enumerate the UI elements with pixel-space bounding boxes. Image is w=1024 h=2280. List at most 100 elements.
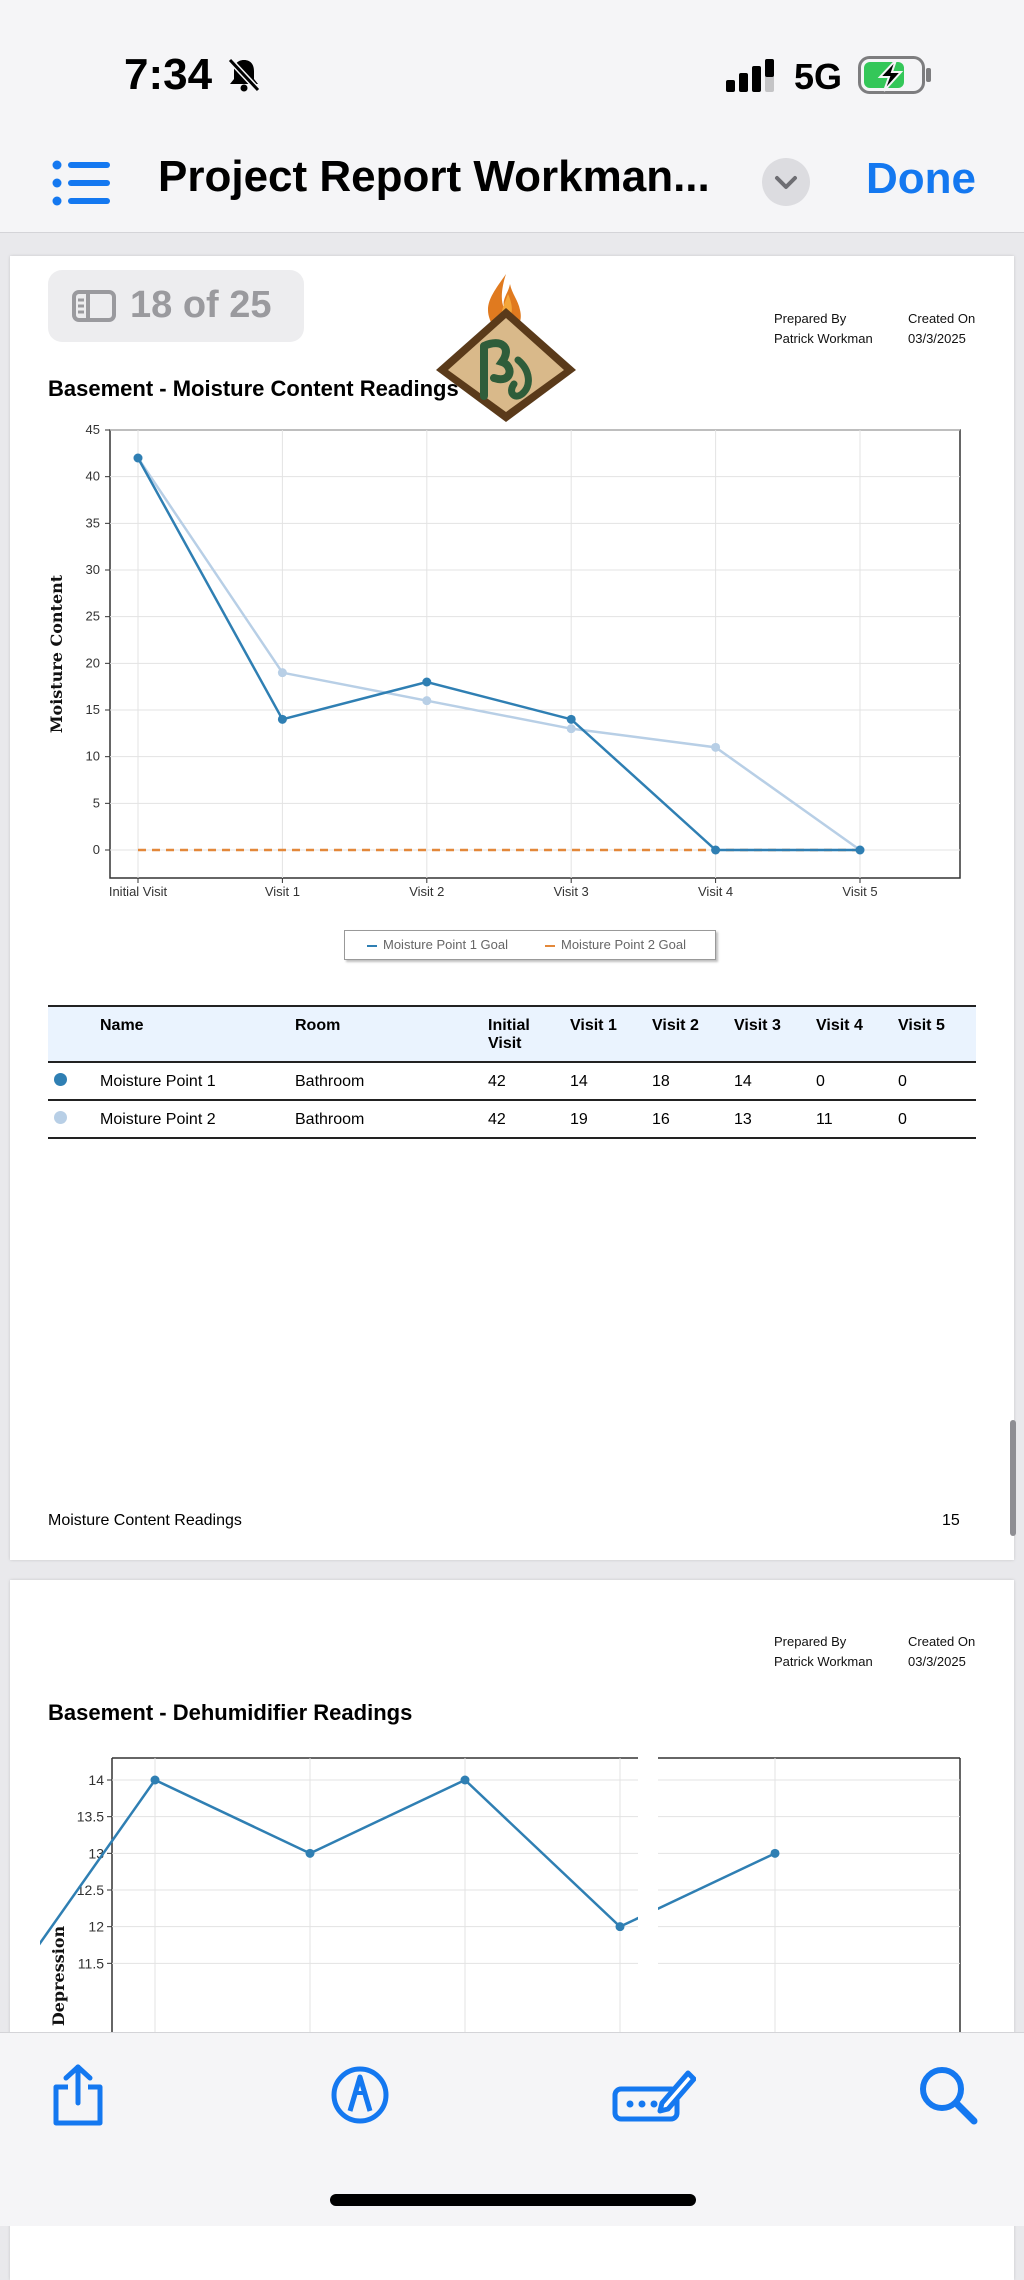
table-header: Visit 5 [892, 1005, 976, 1063]
legend-item: Moisture Point 1 Goal [367, 937, 508, 952]
data-point [855, 845, 865, 855]
table-cell: Moisture Point 1 [94, 1062, 289, 1101]
table-cell: 42 [482, 1100, 564, 1139]
table-cell: 19 [564, 1100, 646, 1139]
prepared-by-value: Patrick Workman [774, 331, 873, 346]
render-gap [638, 1740, 658, 2040]
series-line [136, 457, 861, 852]
data-point [566, 714, 576, 724]
page-indicator-text: 18 of 25 [130, 284, 272, 326]
search-icon[interactable] [916, 2063, 980, 2127]
table-cell: 0 [810, 1062, 892, 1101]
chevron-down-icon [775, 176, 797, 189]
data-point [422, 696, 432, 706]
data-point [615, 1922, 625, 1932]
done-button[interactable]: Done [866, 154, 976, 203]
y-tick-label: 35 [86, 515, 100, 530]
readings-table: Name Room Initial Visit Visit 1 Visit 2 … [48, 1005, 976, 1139]
markup-icon[interactable] [328, 2063, 392, 2127]
created-on-label: Created On [908, 311, 976, 326]
created-on-value: 03/3/2025 [908, 331, 966, 346]
table-cell: Bathroom [289, 1100, 482, 1139]
y-axis-label: Depression [49, 1926, 68, 2027]
battery-charging-icon [858, 56, 931, 94]
table-header-dot [48, 1005, 94, 1063]
legend-swatch-series1 [367, 944, 377, 947]
table-cell: 14 [728, 1062, 810, 1101]
series-dot [54, 1111, 67, 1124]
legend-swatch-goal [545, 944, 555, 947]
data-point [711, 742, 721, 752]
network-type: 5G [794, 56, 843, 97]
y-tick-label: 0 [93, 842, 100, 857]
status-bar: 7:34 5G [0, 0, 1024, 140]
table-row: Moisture Point 1 Bathroom 42 14 18 14 0 … [48, 1062, 976, 1101]
series-line [136, 457, 860, 852]
data-point [770, 1848, 780, 1858]
data-point [305, 1848, 315, 1858]
cellular-signal-icon [726, 59, 774, 92]
data-point [150, 1775, 160, 1785]
legend-label: Moisture Point 1 Goal [383, 937, 509, 952]
data-point [422, 677, 432, 687]
page-number: 15 [942, 1512, 960, 1529]
legend-label: Moisture Point 2 Goal [561, 937, 687, 952]
prepared-by-label: Prepared By [774, 311, 847, 326]
table-header: Name [94, 1005, 289, 1063]
table-cell: 13 [728, 1100, 810, 1139]
y-tick-label: 11.5 [78, 1955, 104, 1971]
y-tick-label: 12 [88, 1919, 104, 1935]
data-point [460, 1775, 470, 1785]
navigation-bar: Project Report Workman... Done [0, 140, 1024, 233]
x-tick-label: Initial Visit [109, 884, 168, 899]
table-cell: 16 [646, 1100, 728, 1139]
y-tick-label: 30 [86, 562, 100, 577]
created-on: Created On 03/3/2025 [908, 1632, 975, 1672]
table-header-row: Name Room Initial Visit Visit 1 Visit 2 … [48, 1005, 976, 1063]
company-logo [436, 274, 576, 422]
x-tick-label: Visit 5 [842, 884, 877, 899]
y-tick-label: 15 [86, 702, 100, 717]
share-icon[interactable] [46, 2063, 110, 2127]
series-dot [54, 1073, 67, 1086]
series-marker [48, 1062, 94, 1101]
legend-item: Moisture Point 2 Goal [545, 937, 686, 952]
y-axis-label: Moisture Content [47, 574, 66, 733]
prepared-by: Prepared By Patrick Workman [774, 309, 873, 349]
table-cell: Moisture Point 2 [94, 1100, 289, 1139]
y-tick-label: 20 [86, 655, 100, 670]
document-title: Project Report Workman... [158, 152, 710, 201]
y-tick-label: 5 [93, 795, 100, 810]
scrollbar[interactable] [1010, 1420, 1016, 1536]
table-cell: 11 [810, 1100, 892, 1139]
table-header: Visit 4 [810, 1005, 892, 1063]
list-icon[interactable] [52, 158, 112, 208]
data-point [711, 845, 721, 855]
table-header: Visit 2 [646, 1005, 728, 1063]
sidebar-icon [72, 290, 116, 322]
home-indicator [330, 2194, 696, 2206]
title-menu-button[interactable] [762, 158, 810, 206]
data-point [566, 724, 576, 734]
table-cell: 0 [892, 1100, 976, 1139]
prepared-by: Prepared By Patrick Workman [774, 1632, 873, 1672]
created-on: Created On 03/3/2025 [908, 309, 975, 349]
chart-legend: Moisture Point 1 Goal Moisture Point 2 G… [344, 930, 716, 960]
section-title: Basement - Dehumidifier Readings [48, 1700, 413, 1725]
y-tick-label: 45 [86, 422, 100, 437]
x-tick-label: Visit 1 [265, 884, 300, 899]
y-tick-label: 12.5 [77, 1882, 104, 1898]
y-tick-label: 13.5 [77, 1809, 104, 1825]
data-point [133, 453, 143, 463]
y-tick-label: 14 [88, 1772, 104, 1788]
created-on-label: Created On [908, 1634, 976, 1649]
table-cell: 42 [482, 1062, 564, 1101]
bell-slash-icon [227, 57, 261, 93]
page-indicator: 18 of 25 [48, 270, 304, 342]
section-title: Basement - Moisture Content Readings [48, 376, 459, 401]
data-point [277, 714, 287, 724]
signature-icon[interactable] [612, 2063, 696, 2127]
data-point [277, 668, 287, 678]
created-on-value: 03/3/2025 [908, 1654, 966, 1669]
